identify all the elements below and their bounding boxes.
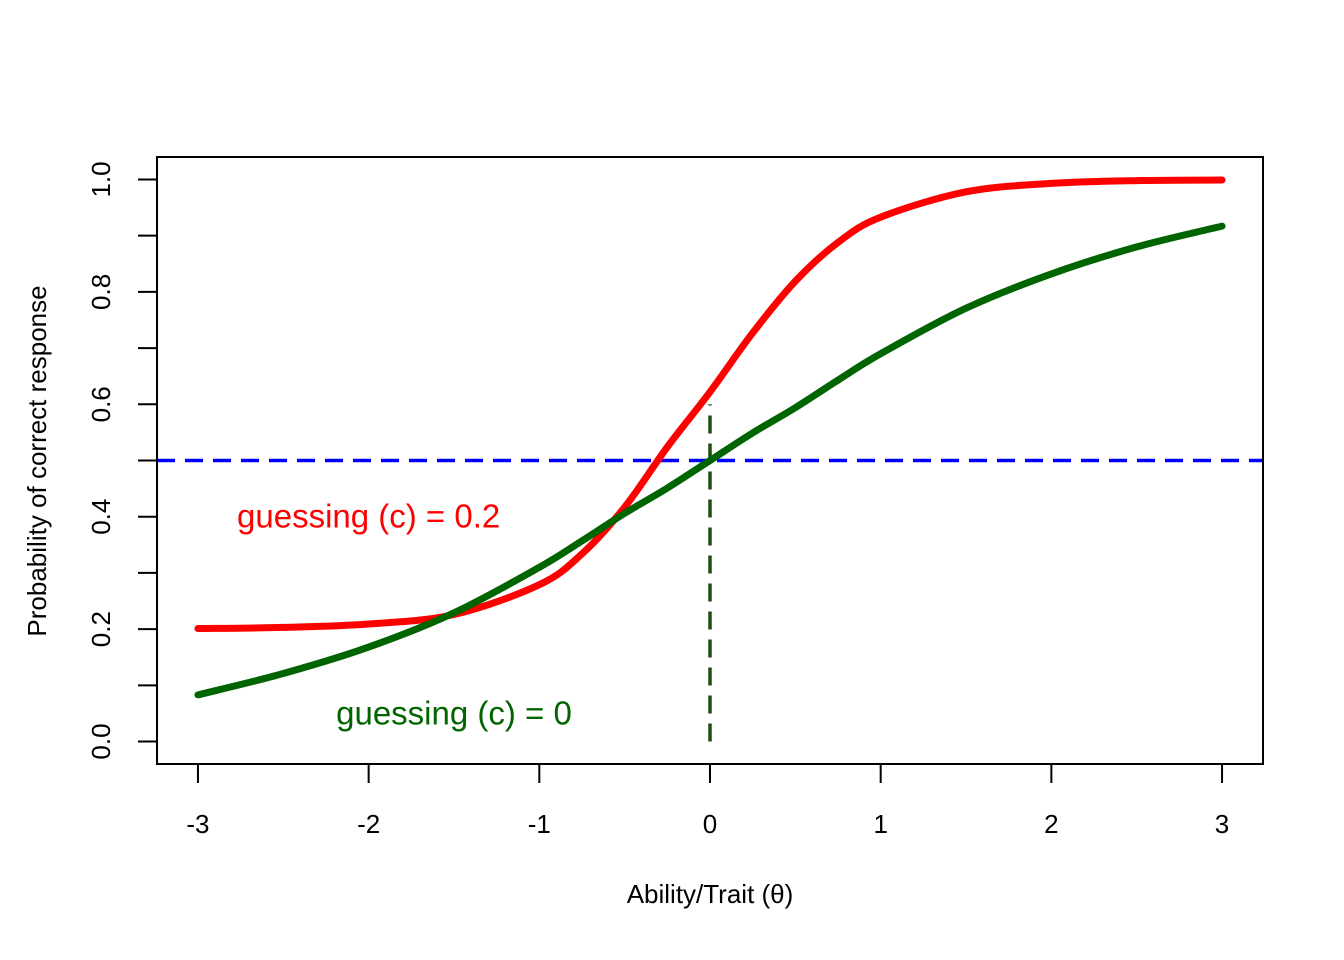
x-tick-label: -1 xyxy=(528,809,551,839)
y-tick-label: 0.4 xyxy=(86,499,116,535)
x-tick-label: 1 xyxy=(873,809,887,839)
y-axis-label: Probability of correct response xyxy=(22,285,52,636)
series-annotation-2: guessing (c) = 0 xyxy=(336,694,572,731)
y-tick-label: 0.0 xyxy=(86,723,116,759)
series-line-1 xyxy=(194,176,1226,633)
x-axis: -3 -2 -1 0 1 2 3 xyxy=(186,763,1229,839)
x-tick-label: 2 xyxy=(1044,809,1058,839)
series-annotation-1: guessing (c) = 0.2 xyxy=(237,498,500,535)
y-axis: 0.0 0.2 0.4 0.6 0.8 1.0 xyxy=(86,161,157,760)
y-tick-label: 0.6 xyxy=(86,386,116,422)
x-tick-label: 3 xyxy=(1215,809,1229,839)
data-layer xyxy=(157,176,1263,742)
x-tick-label: -3 xyxy=(186,809,209,839)
x-axis-label: Ability/Trait (θ) xyxy=(627,879,794,909)
y-tick-label: 1.0 xyxy=(86,161,116,197)
annotation-layer: guessing (c) = 0.2 guessing (c) = 0 xyxy=(237,498,572,732)
x-tick-label: 0 xyxy=(703,809,717,839)
y-tick-label: 0.2 xyxy=(86,611,116,647)
series-line-2 xyxy=(194,222,1226,699)
x-tick-label: -2 xyxy=(357,809,380,839)
y-tick-label: 0.8 xyxy=(86,274,116,310)
